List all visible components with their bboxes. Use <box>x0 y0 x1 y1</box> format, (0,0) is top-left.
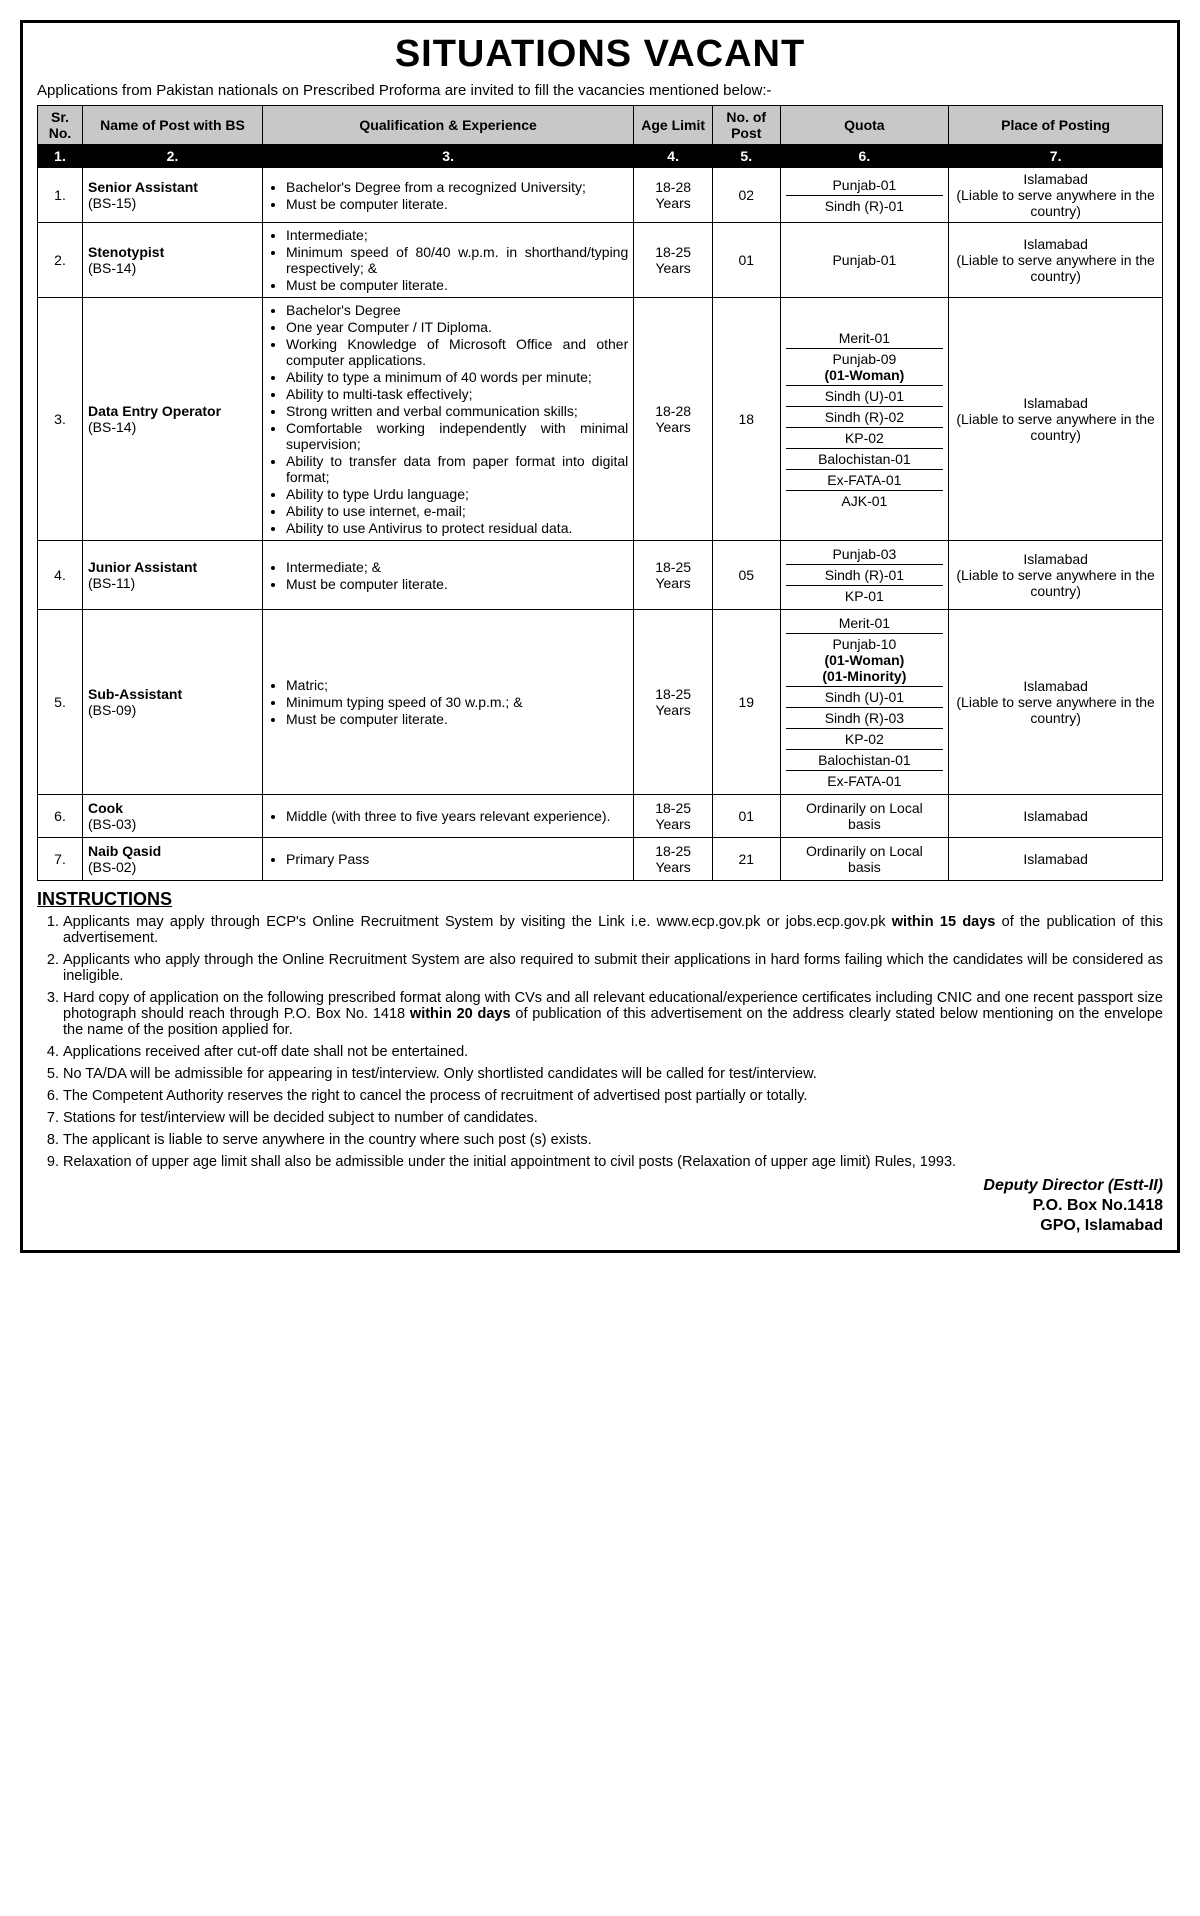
instruction-item: The Competent Authority reserves the rig… <box>63 1088 1163 1104</box>
instruction-item: Applicants may apply through ECP's Onlin… <box>63 914 1163 946</box>
jobs-table: Sr. No.Name of Post with BSQualification… <box>37 105 1163 881</box>
instruction-item: Stations for test/interview will be deci… <box>63 1110 1163 1126</box>
ad-container: SITUATIONS VACANT Applications from Paki… <box>20 20 1180 1253</box>
table-row: 7.Naib Qasid(BS-02)Primary Pass18-25Year… <box>38 838 1163 881</box>
col-header: Place of Posting <box>949 106 1163 145</box>
table-row: 2.Stenotypist(BS-14)Intermediate;Minimum… <box>38 223 1163 298</box>
col-header: Sr. No. <box>38 106 83 145</box>
instruction-item: The applicant is liable to serve anywher… <box>63 1132 1163 1148</box>
table-row: 4.Junior Assistant(BS-11)Intermediate; &… <box>38 541 1163 610</box>
intro-text: Applications from Pakistan nationals on … <box>37 82 1163 99</box>
page-title: SITUATIONS VACANT <box>37 33 1163 76</box>
col-header: Name of Post with BS <box>83 106 263 145</box>
table-row: 1.Senior Assistant(BS-15)Bachelor's Degr… <box>38 168 1163 223</box>
table-row: 6.Cook(BS-03)Middle (with three to five … <box>38 795 1163 838</box>
col-header: Age Limit <box>634 106 713 145</box>
col-header: Qualification & Experience <box>263 106 634 145</box>
instruction-item: Hard copy of application on the followin… <box>63 990 1163 1038</box>
col-header: Quota <box>780 106 949 145</box>
col-number-row: 1.2.3.4.5.6.7. <box>38 145 1163 168</box>
instructions-heading: INSTRUCTIONS <box>37 889 1163 910</box>
signature-gpo: GPO, Islamabad <box>37 1216 1163 1236</box>
table-row: 5.Sub-Assistant(BS-09)Matric;Minimum typ… <box>38 610 1163 795</box>
instructions-list: Applicants may apply through ECP's Onlin… <box>37 914 1163 1170</box>
instruction-item: Applications received after cut-off date… <box>63 1044 1163 1060</box>
signature-block: Deputy Director (Estt-II) P.O. Box No.14… <box>37 1176 1163 1236</box>
signature-title: Deputy Director (Estt-II) <box>37 1176 1163 1196</box>
table-row: 3.Data Entry Operator(BS-14)Bachelor's D… <box>38 298 1163 541</box>
instruction-item: Applicants who apply through the Online … <box>63 952 1163 984</box>
col-header: No. of Post <box>713 106 781 145</box>
header-row: Sr. No.Name of Post with BSQualification… <box>38 106 1163 145</box>
signature-pobox: P.O. Box No.1418 <box>37 1196 1163 1216</box>
instruction-item: Relaxation of upper age limit shall also… <box>63 1154 1163 1170</box>
instruction-item: No TA/DA will be admissible for appearin… <box>63 1066 1163 1082</box>
